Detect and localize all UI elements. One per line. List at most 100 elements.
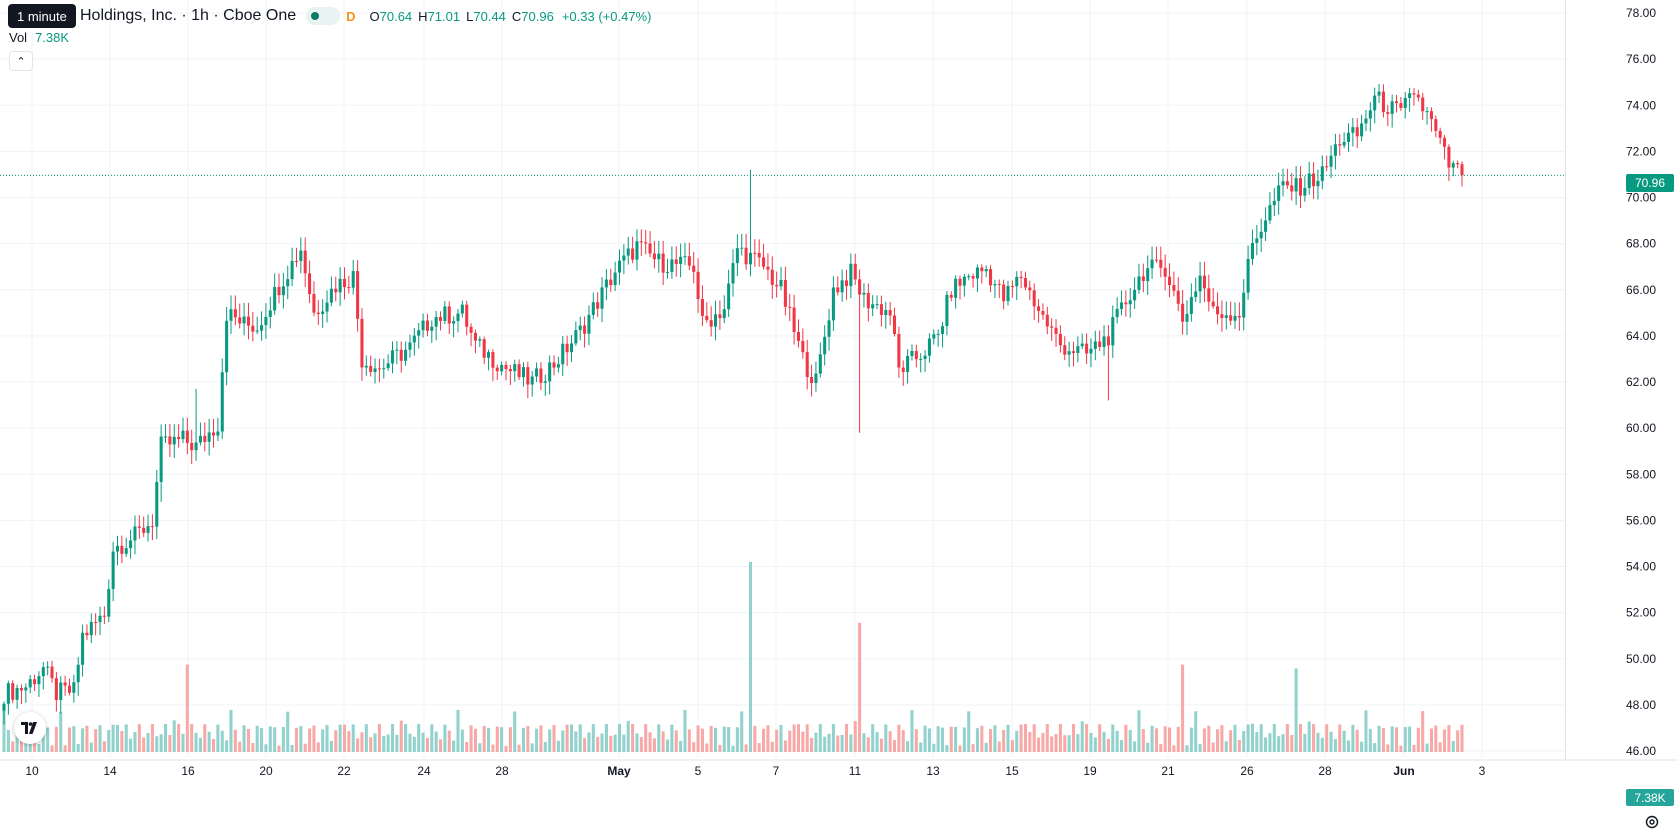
candle-up xyxy=(338,278,342,293)
candle-up xyxy=(1360,123,1364,137)
candle-up xyxy=(635,241,639,260)
candle-down xyxy=(308,273,312,295)
candle-up xyxy=(740,247,744,249)
candle-up xyxy=(604,279,608,288)
y-tick-label: 60.00 xyxy=(1626,421,1656,435)
symbol-title[interactable]: Holdings, Inc. · 1h · Cboe One xyxy=(80,7,297,24)
candle-up xyxy=(37,676,41,685)
candle-down xyxy=(1421,97,1425,112)
candle-up xyxy=(1194,291,1198,298)
volume-bar xyxy=(500,727,504,752)
candle-up xyxy=(351,271,355,288)
candle-up xyxy=(984,269,988,272)
volume-bar xyxy=(172,720,176,752)
volume-bar xyxy=(513,711,517,752)
candle-down xyxy=(696,271,700,300)
candle-up xyxy=(460,304,464,314)
volume-legend[interactable]: Vol 7.38K xyxy=(9,30,69,45)
volume-bar xyxy=(1456,730,1460,752)
volume-bar xyxy=(1176,726,1180,752)
volume-bar xyxy=(54,726,58,752)
volume-bar xyxy=(1281,734,1285,752)
candle-down xyxy=(334,288,338,293)
candle-down xyxy=(1355,127,1359,137)
candle-down xyxy=(1386,112,1390,114)
candle-up xyxy=(198,435,202,443)
candle-down xyxy=(1037,306,1041,312)
candle-up xyxy=(124,548,128,554)
candle-up xyxy=(220,372,224,432)
candle-up xyxy=(1281,181,1285,186)
volume-bar xyxy=(81,728,85,752)
volume-bar xyxy=(146,733,150,752)
price-axis[interactable]: 78.00 76.00 74.00 72.00 70.00 68.00 66.00 64.00… xyxy=(1565,0,1657,760)
tradingview-logo-icon[interactable] xyxy=(14,712,46,744)
volume-bar xyxy=(888,731,892,752)
candle-up xyxy=(299,250,303,261)
volume-bar xyxy=(674,730,678,752)
settings-icon[interactable] xyxy=(1642,812,1662,832)
candle-up xyxy=(329,288,333,303)
volume-bar xyxy=(796,724,801,752)
volume-bar xyxy=(447,730,451,752)
candle-up xyxy=(321,311,325,315)
volume-bar xyxy=(1360,741,1364,752)
volume-bar xyxy=(150,724,154,752)
volume-bar xyxy=(665,739,670,752)
volume-bar xyxy=(1010,740,1014,752)
volume-bar xyxy=(216,724,220,752)
volume-bar xyxy=(452,740,456,752)
volume-bar xyxy=(1106,738,1110,752)
candle-up xyxy=(181,430,185,440)
volume-bar xyxy=(1412,744,1416,752)
candle-down xyxy=(212,432,216,436)
x-tick-label: 7 xyxy=(773,764,780,778)
x-tick-label: 5 xyxy=(695,764,702,778)
candle-up xyxy=(1137,276,1141,290)
volume-bar xyxy=(1246,724,1250,752)
candle-down xyxy=(11,683,15,700)
volume-bar xyxy=(1390,726,1394,752)
candle-up xyxy=(823,336,827,355)
volume-bar xyxy=(521,727,525,752)
volume-bar xyxy=(142,737,146,752)
volume-bar xyxy=(989,729,993,752)
candle-down xyxy=(1124,302,1128,305)
candle-up xyxy=(478,339,482,341)
volume-bar xyxy=(76,743,80,752)
volume-bar xyxy=(962,727,966,752)
candle-up xyxy=(714,314,718,327)
candle-down xyxy=(1229,315,1233,321)
collapse-legend-button[interactable]: ⌃ xyxy=(9,51,33,71)
volume-bar xyxy=(552,724,556,752)
candle-up xyxy=(875,304,879,306)
candle-up xyxy=(386,363,390,369)
candle-down xyxy=(469,326,473,333)
volume-bar xyxy=(1298,724,1303,752)
market-status-pill[interactable] xyxy=(306,7,341,25)
candle-down xyxy=(1159,259,1163,268)
volume-bar xyxy=(377,724,381,752)
volume-bar xyxy=(364,724,368,752)
delay-badge[interactable]: D xyxy=(346,8,356,24)
volume-bar xyxy=(1054,734,1058,752)
candle-up xyxy=(404,349,408,361)
volume-bar xyxy=(417,724,421,752)
candle-up xyxy=(600,287,604,309)
x-tick-label: 13 xyxy=(926,764,940,778)
market-status-icon xyxy=(311,12,320,20)
volume-bar xyxy=(425,738,429,752)
volume-bar xyxy=(408,733,412,752)
volume-bar xyxy=(1264,737,1268,752)
time-axis[interactable]: 10 14 16 20 22 24 28 May 5 7 11 13 15 19 21 26 28 Jun 3 xyxy=(0,759,1678,778)
volume-bar xyxy=(1181,664,1185,752)
candle-up xyxy=(993,284,997,286)
grid xyxy=(0,0,1565,757)
volume-bar xyxy=(530,743,534,752)
volume-bar xyxy=(1028,731,1032,752)
y-tick-label: 76.00 xyxy=(1626,52,1656,66)
volume-bar xyxy=(1019,724,1023,752)
volume-bar xyxy=(233,729,237,752)
